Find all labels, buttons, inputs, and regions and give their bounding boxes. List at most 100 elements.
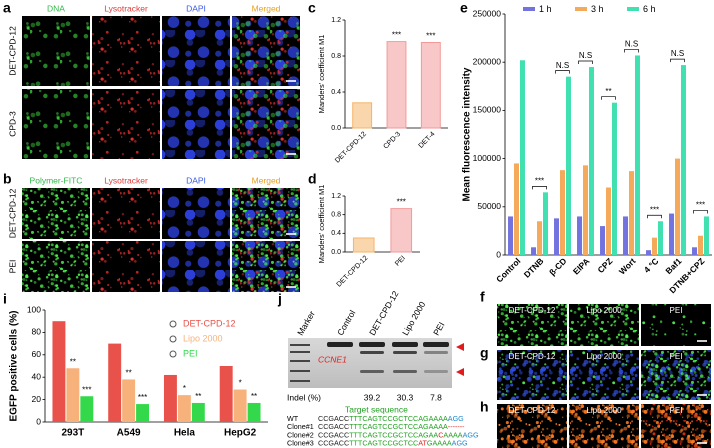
panel-label: i (3, 291, 7, 307)
indel-value: 30.3 (397, 392, 414, 402)
micrograph-signal (641, 404, 711, 448)
sequence-segment: CCGACC (318, 422, 349, 431)
significance-bracket (670, 58, 685, 63)
micrograph-signal (569, 404, 639, 448)
column-header: Polymer-FITC (30, 175, 83, 185)
bar (623, 216, 629, 255)
row-label: CPD-3 (7, 111, 17, 137)
micrograph-signal (162, 89, 230, 159)
bar (646, 250, 652, 255)
bar (66, 368, 80, 422)
y-axis-label: Mean fluorescence intensity (462, 67, 473, 201)
y-tick-label: 80 (32, 327, 42, 337)
gel-band (424, 370, 448, 373)
legend-label: 6 h (643, 4, 656, 14)
y-tick-label: 20 (32, 394, 42, 404)
micrograph-signal (162, 241, 230, 292)
legend-label: PEI (183, 348, 198, 358)
micrograph-signal (162, 16, 230, 86)
panel-label: b (3, 171, 12, 187)
sequence-segment: TTTCAGTCCGCTCCAGAAAA (349, 414, 448, 423)
sequence-segment: AT (418, 439, 427, 448)
significance: N.S (579, 51, 592, 60)
panel-label: j (277, 291, 282, 307)
column-header: DAPI (186, 175, 206, 185)
indel-value: 39.2 (364, 392, 381, 402)
y-tick-label: 0 (496, 249, 501, 259)
bar (629, 171, 634, 255)
y-tick-label: 40 (32, 371, 42, 381)
image-label: DET-CPD-12 (509, 306, 556, 315)
bar (652, 237, 657, 255)
bar (703, 216, 709, 255)
micrograph-signal (92, 188, 160, 239)
y-tick-label: 0.0 (331, 249, 341, 256)
sequence: CCGACCTTTCAGTCCGCTCCAGAAAA------- (318, 422, 465, 431)
panel-label: c (308, 0, 316, 16)
bar (537, 221, 542, 255)
y-tick-label: 1.2 (331, 193, 341, 200)
micrograph-signal (641, 350, 711, 400)
micrograph-signal (497, 304, 567, 346)
row-label: PEI (7, 260, 17, 274)
bar (352, 102, 373, 129)
legend-label: Lipo 2000 (183, 333, 223, 343)
sequence-segment: TTTCAGTCCGCTCCAGAAAA (349, 422, 448, 431)
x-tick-label: A549 (117, 428, 141, 439)
row-label: DET-CPD-12 (7, 26, 17, 76)
image-label: PEI (670, 352, 683, 361)
gel-band (393, 351, 417, 354)
y-tick-label: 100000 (473, 153, 502, 163)
y-tick-label: 250000 (473, 8, 502, 18)
gel-band (290, 380, 310, 382)
micrograph-signal (22, 188, 90, 239)
gel-band (393, 370, 417, 373)
bar (542, 192, 548, 255)
significance-bracket (624, 49, 639, 53)
x-tick-label: β-CD (547, 256, 568, 277)
y-axis-label: Manders' coefficient M1 (317, 185, 326, 264)
gel-band (392, 342, 418, 347)
gene-label: CCNE1 (318, 354, 347, 364)
bar (191, 402, 205, 422)
legend-marker (169, 320, 177, 328)
significance: * (183, 384, 186, 393)
legend-swatch (575, 7, 587, 11)
image-label: Lipo 2000 (586, 306, 622, 315)
arrowhead (456, 368, 464, 376)
bar (420, 42, 441, 129)
significance: *** (650, 205, 659, 214)
micrograph-signal (569, 304, 639, 346)
bar (588, 67, 594, 256)
significance-bracket (555, 70, 570, 74)
column-header: DNA (47, 3, 65, 13)
bar (122, 379, 136, 422)
column-header: Lysotracker (104, 175, 148, 185)
gel-band (360, 370, 384, 373)
sequence-segment: AGG (452, 439, 468, 448)
arrowhead (456, 343, 464, 351)
bar (669, 213, 675, 255)
sequence-segment: CCGACC (318, 414, 349, 423)
micrograph-signal (232, 188, 300, 239)
y-tick-label: 150000 (473, 105, 502, 115)
bar (519, 60, 525, 255)
bar (52, 321, 66, 422)
micrograph-signal (497, 350, 567, 400)
gel-band (290, 344, 310, 346)
legend-marker (169, 350, 177, 358)
bar (247, 402, 261, 422)
lane-label: DET-CPD-12 (367, 289, 401, 337)
micrograph-signal (232, 241, 300, 292)
x-tick-label: PEI (394, 255, 407, 268)
bar (233, 389, 247, 422)
bar (657, 221, 663, 255)
bar (606, 187, 611, 255)
bar (386, 41, 407, 129)
gel-band (290, 370, 310, 372)
significance: *** (397, 198, 406, 207)
lane-label: Marker (295, 309, 317, 337)
significance: N.S (556, 61, 569, 70)
legend-label: 3 h (591, 4, 604, 14)
sequence-segment: AGG (463, 430, 479, 439)
